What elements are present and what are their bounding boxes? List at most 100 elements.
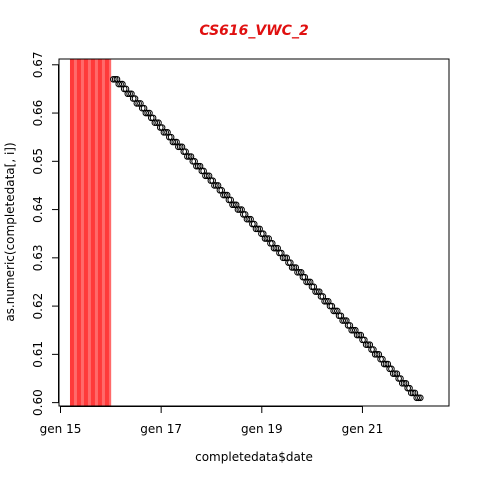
data-point [133,100,141,107]
data-point [409,389,417,397]
highlight-band [69,59,112,406]
x-axis-label: completedata$date [195,450,313,464]
data-point [142,109,150,117]
data-point [144,109,151,117]
data-point [296,269,303,276]
plot-frame [58,58,450,407]
x-axis: gen 15 gen 17 gen 19 gen 21 [40,406,384,436]
y-tick-label: 0.60 [31,389,45,416]
data-points [110,75,424,402]
data-point [212,182,220,189]
data-point [407,389,415,397]
data-point [308,283,316,291]
data-point [258,230,265,238]
data-point [120,85,128,93]
y-axis: 0.60 0.61 0.62 0.63 0.64 0.65 0.66 0.67 [31,51,59,416]
data-point [317,293,325,300]
data-point [380,360,388,368]
y-tick-label: 0.61 [31,341,45,368]
data-point [162,129,170,136]
data-point [332,307,339,315]
x-tick-label: gen 17 [140,422,182,436]
data-point [261,235,269,242]
data-point [288,264,296,271]
data-point [111,75,119,83]
data-point [404,384,411,392]
data-point [400,380,408,387]
data-point [355,331,363,339]
data-point [231,201,238,209]
data-point [151,119,159,127]
data-point [377,355,384,363]
data-point [126,90,133,98]
data-point [314,288,321,295]
data-point [156,124,164,131]
y-tick-label: 0.66 [31,100,45,127]
data-point [124,90,132,98]
data-point [115,80,123,88]
data-point [395,375,402,382]
data-point [216,186,224,194]
data-point [417,394,424,402]
data-point [398,380,406,387]
data-point [176,143,184,151]
data-point [234,206,242,213]
data-point [229,201,236,209]
data-point [189,158,197,165]
data-point [279,254,287,262]
data-point [245,215,253,223]
data-point [198,167,206,175]
data-point [267,240,274,247]
data-point [391,370,399,377]
data-point [312,288,319,295]
data-point [368,346,375,353]
data-point [344,322,352,329]
data-point [169,138,177,146]
data-point [166,133,173,141]
data-point [353,331,361,339]
y-tick-label: 0.62 [31,293,45,320]
data-point [147,114,155,122]
data-point [222,191,229,199]
data-point [153,119,160,127]
data-point [362,341,370,349]
x-tick-label: gen 21 [342,422,384,436]
data-point [413,394,421,402]
data-point [220,191,227,199]
data-point [175,143,182,151]
data-point [281,254,289,262]
y-tick-label: 0.65 [31,148,45,175]
data-point [184,153,191,160]
data-point [341,317,348,324]
data-point [254,225,262,233]
data-point [303,278,310,286]
data-point [129,95,137,102]
data-point [294,269,301,276]
data-point [110,75,117,83]
data-point [171,138,179,146]
data-point [117,80,124,88]
data-point [415,394,422,402]
data-point [290,264,298,271]
y-tick-label: 0.67 [31,51,45,78]
data-point [225,196,233,204]
data-point [364,341,372,349]
data-point [138,104,146,112]
data-point [382,360,390,368]
data-point [252,225,260,233]
data-point [285,259,292,266]
data-point [335,312,343,320]
data-point [243,215,251,223]
data-point [339,317,346,324]
data-point [323,297,330,305]
data-point [193,162,200,170]
chart-title: CS616_VWC_2 [199,23,308,39]
data-point [276,249,283,257]
data-point [389,370,397,377]
data-point [135,100,142,107]
x-tick-label: gen 15 [40,422,82,436]
data-point [194,162,202,170]
data-point [180,148,188,155]
data-point [359,336,366,344]
